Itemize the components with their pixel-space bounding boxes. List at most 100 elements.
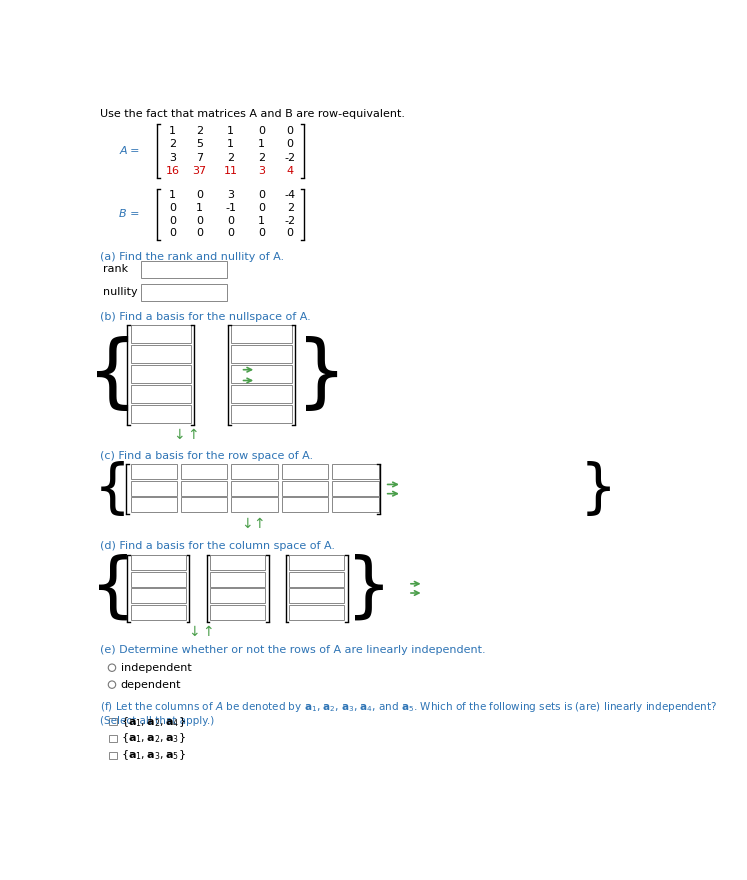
Text: B =: B =	[120, 209, 140, 219]
Bar	[332, 480, 379, 495]
Text: 0: 0	[287, 139, 294, 150]
Text: 2: 2	[227, 153, 234, 163]
Text: 1: 1	[169, 126, 176, 136]
Text: 1: 1	[169, 190, 176, 200]
Text: }: }	[297, 336, 347, 414]
Text: {: {	[90, 554, 136, 623]
Text: 0: 0	[258, 228, 265, 238]
Bar	[282, 465, 328, 480]
Text: 0: 0	[258, 202, 265, 213]
Bar	[141, 284, 226, 301]
Text: -4: -4	[285, 190, 296, 200]
Text: $\{\mathbf{a}_1, \mathbf{a}_2, \mathbf{a}_4\}$: $\{\mathbf{a}_1, \mathbf{a}_2, \mathbf{a…	[121, 715, 186, 729]
Bar	[288, 572, 344, 587]
Bar	[288, 605, 344, 620]
Text: 3: 3	[169, 153, 176, 163]
Text: 0: 0	[196, 190, 203, 200]
Text: Use the fact that matrices A and B are row-equivalent.: Use the fact that matrices A and B are r…	[99, 108, 405, 119]
Text: 0: 0	[258, 126, 265, 136]
Bar	[109, 752, 117, 759]
Text: 37: 37	[193, 166, 207, 176]
Text: 0: 0	[196, 216, 203, 225]
Bar	[131, 589, 186, 604]
Bar	[131, 555, 186, 570]
Bar	[232, 365, 292, 383]
Bar	[332, 465, 379, 480]
Text: 4: 4	[287, 166, 294, 176]
Text: ↑: ↑	[253, 517, 265, 531]
Bar	[288, 555, 344, 570]
Text: ↓: ↓	[241, 517, 252, 531]
Text: 2: 2	[258, 153, 265, 163]
Text: 0: 0	[196, 228, 203, 238]
Bar	[232, 345, 292, 363]
Text: -1: -1	[225, 202, 236, 213]
Text: ↑: ↑	[202, 625, 214, 639]
Text: 0: 0	[169, 202, 176, 213]
Text: 0: 0	[258, 190, 265, 200]
Text: (d) Find a basis for the column space of A.: (d) Find a basis for the column space of…	[99, 541, 335, 552]
Text: }: }	[346, 554, 391, 623]
Bar	[181, 465, 227, 480]
Bar	[131, 325, 191, 343]
Bar	[131, 385, 191, 403]
Bar	[131, 497, 177, 512]
Text: {: {	[94, 460, 131, 517]
Bar	[282, 480, 328, 495]
Text: independent: independent	[120, 663, 191, 672]
Bar	[210, 589, 265, 604]
Bar	[232, 385, 292, 403]
Bar	[131, 572, 186, 587]
Bar	[131, 480, 177, 495]
Text: (e) Determine whether or not the rows of A are linearly independent.: (e) Determine whether or not the rows of…	[99, 644, 486, 655]
Bar	[109, 718, 117, 725]
Bar	[141, 261, 226, 278]
Text: 0: 0	[227, 216, 234, 225]
Text: dependent: dependent	[120, 679, 181, 690]
Bar	[131, 345, 191, 363]
Bar	[232, 480, 278, 495]
Bar	[332, 497, 379, 512]
Text: {: {	[87, 336, 138, 414]
Text: 0: 0	[169, 216, 176, 225]
Bar	[288, 589, 344, 604]
Bar	[131, 365, 191, 383]
Text: ↓: ↓	[188, 625, 200, 639]
Text: 0: 0	[227, 228, 234, 238]
Bar	[131, 465, 177, 480]
Text: }: }	[580, 460, 617, 517]
Bar	[232, 465, 278, 480]
Bar	[282, 497, 328, 512]
Text: $\{\mathbf{a}_1, \mathbf{a}_3, \mathbf{a}_5\}$: $\{\mathbf{a}_1, \mathbf{a}_3, \mathbf{a…	[121, 749, 186, 762]
Text: 1: 1	[258, 216, 265, 225]
Text: ↑: ↑	[187, 429, 199, 443]
Bar	[232, 497, 278, 512]
Bar	[131, 405, 191, 423]
Bar	[232, 325, 292, 343]
Text: 1: 1	[227, 126, 234, 136]
Text: 0: 0	[169, 228, 176, 238]
Text: (b) Find a basis for the nullspace of A.: (b) Find a basis for the nullspace of A.	[99, 312, 310, 322]
Text: ↓: ↓	[173, 429, 185, 443]
Text: -2: -2	[285, 216, 296, 225]
Text: (f) Let the columns of $A$ be denoted by $\mathbf{a}_1$, $\mathbf{a}_2$, $\mathb: (f) Let the columns of $A$ be denoted by…	[99, 700, 717, 726]
Bar	[131, 605, 186, 620]
Bar	[210, 605, 265, 620]
Text: (a) Find the rank and nullity of A.: (a) Find the rank and nullity of A.	[99, 252, 284, 262]
Bar	[210, 555, 265, 570]
Text: A =: A =	[120, 146, 140, 156]
Text: (c) Find a basis for the row space of A.: (c) Find a basis for the row space of A.	[99, 451, 313, 460]
Text: 3: 3	[227, 190, 234, 200]
Text: 3: 3	[258, 166, 265, 176]
Text: 1: 1	[227, 139, 234, 150]
Text: $\{\mathbf{a}_1, \mathbf{a}_2, \mathbf{a}_3\}$: $\{\mathbf{a}_1, \mathbf{a}_2, \mathbf{a…	[121, 731, 186, 745]
Text: 2: 2	[196, 126, 203, 136]
Text: 11: 11	[223, 166, 238, 176]
Text: 7: 7	[196, 153, 203, 163]
Bar	[181, 480, 227, 495]
Bar	[210, 572, 265, 587]
Text: 0: 0	[287, 228, 294, 238]
Text: rank: rank	[102, 264, 128, 274]
Text: 1: 1	[258, 139, 265, 150]
Text: 2: 2	[169, 139, 176, 150]
